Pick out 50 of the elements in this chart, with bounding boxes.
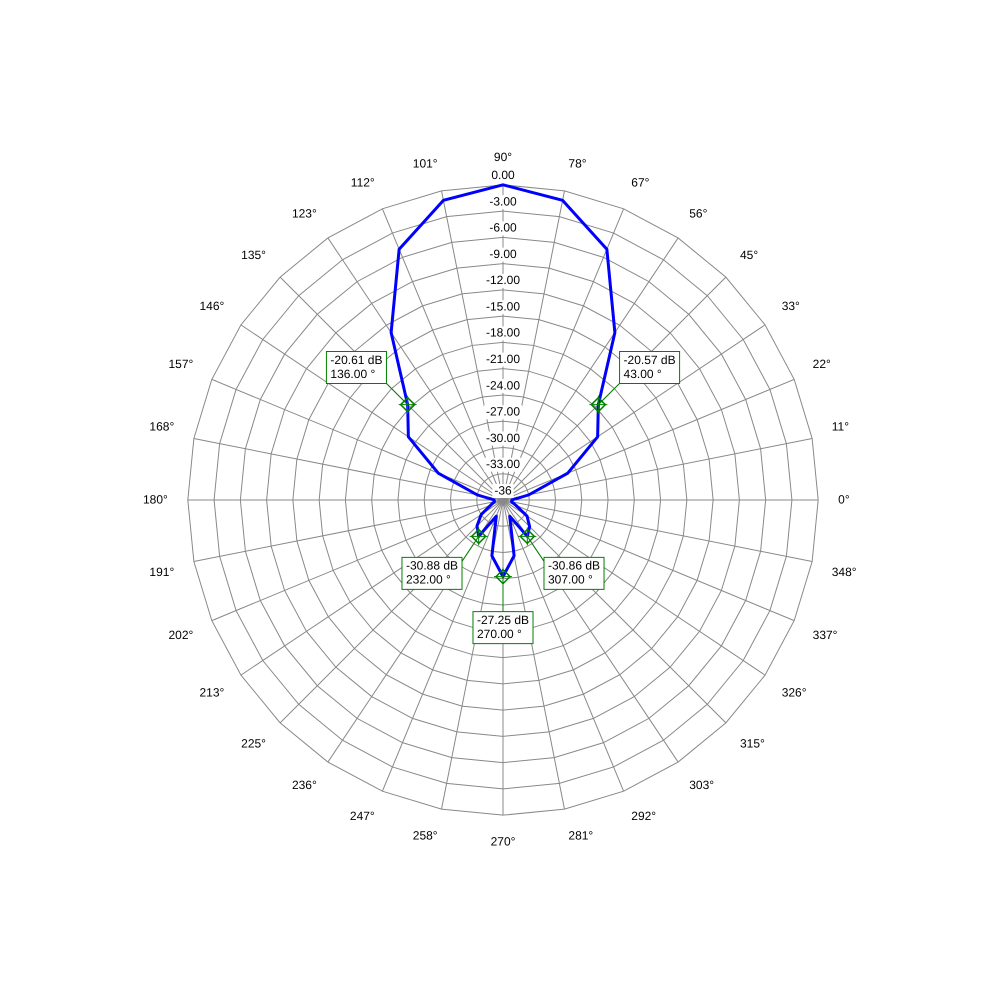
text: -30.86 dB 307.00 ° [548,558,600,587]
spoke-label: 213° [199,686,224,700]
spoke-label: 191° [149,564,174,579]
spoke-label: 67° [631,175,650,190]
spoke-label: 45° [740,248,758,262]
y-tick-label: -15.00 [486,299,520,314]
spoke-label: 135° [241,248,266,262]
spoke-label: 157° [168,356,194,371]
spoke-label: 247° [350,809,375,824]
spoke-label: 90° [494,150,512,164]
y-tick-label: -18.00 [486,326,520,340]
y-tick-label: -21.00 [486,352,520,366]
text: -30.88 dB 232.00 ° [406,558,458,587]
spoke-label: 112° [350,175,375,190]
spoke-label: 236° [292,778,317,792]
text: -27.25 dB 270.00 ° [476,612,530,641]
spoke-label: 168° [149,420,174,434]
spoke-label: 270° [490,834,516,849]
y-tick-label: -12.00 [486,273,520,288]
text: -20.61 dB 136.00 ° [330,352,382,381]
spoke-label: 33° [782,298,800,313]
spoke-label: 281° [568,828,594,842]
spoke-label: 146° [199,298,224,313]
spoke-label: 123° [292,206,317,220]
y-tick-label: -27.00 [486,404,520,419]
y-tick-label: -36 [494,483,512,498]
spoke-label: 0° [838,492,850,506]
spoke-label: 303° [689,778,714,792]
spoke-label: 101° [412,156,438,170]
spoke-label: 348° [832,564,857,579]
y-tick-label: -9.00 [489,246,517,261]
y-tick-label: -6.00 [489,220,517,235]
spoke-label: 292° [631,809,656,824]
y-tick-label: -33.00 [486,457,520,472]
y-tick-label: -3.00 [489,194,517,208]
spoke-label: 337° [812,628,838,642]
spoke-label: 11° [832,420,850,434]
text: -20.57 dB 43.00 ° [624,352,676,381]
spoke-label: 326° [782,686,807,700]
spoke-label: 22° [812,356,832,371]
y-tick-label: -30.00 [486,430,520,445]
spoke-label: 258° [412,828,438,842]
y-tick-label: 0.00 [491,168,515,182]
y-tick-label: -24.00 [486,378,520,392]
spoke-label: 78° [568,156,587,170]
spoke-label: 56° [689,206,708,220]
spoke-label: 315° [740,736,766,751]
spoke-label: 202° [168,628,194,642]
spoke-label: 180° [142,492,168,506]
spoke-label: 225° [241,736,266,751]
